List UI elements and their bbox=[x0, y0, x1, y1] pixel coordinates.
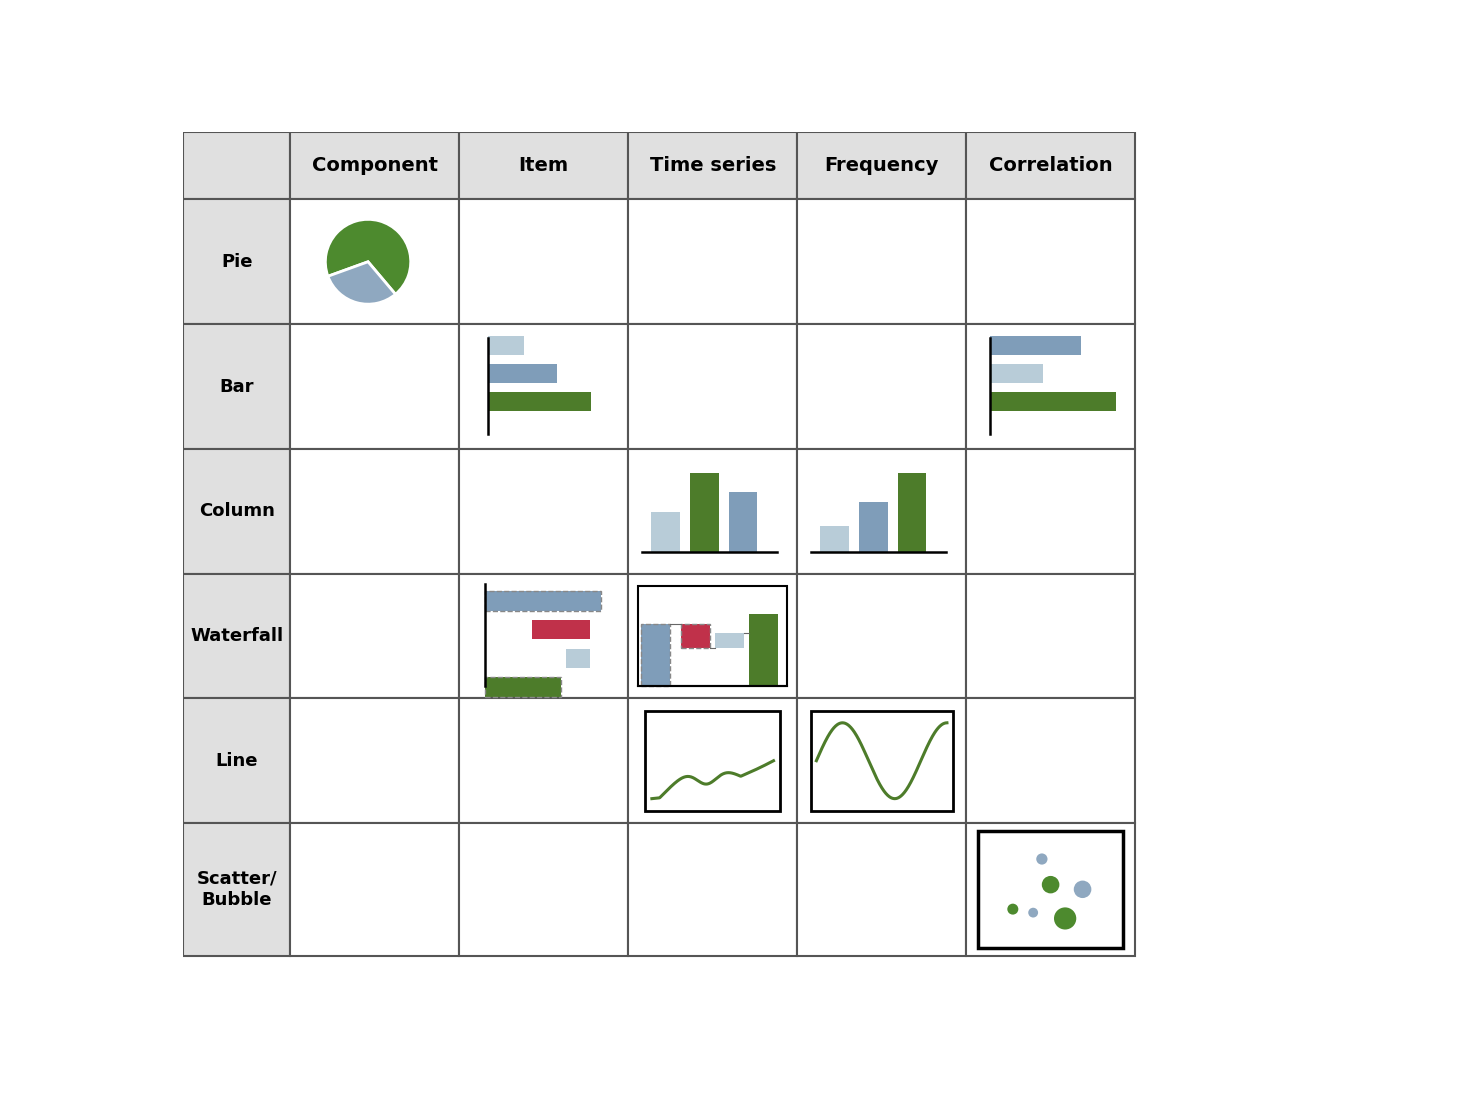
Bar bbox=[489, 364, 556, 383]
Bar bbox=[290, 823, 459, 955]
Bar bbox=[978, 832, 1124, 948]
Text: Correlation: Correlation bbox=[989, 156, 1112, 176]
Bar bbox=[858, 501, 888, 553]
Bar bbox=[967, 699, 1135, 823]
Bar bbox=[459, 699, 628, 823]
Circle shape bbox=[1008, 904, 1018, 915]
Text: Column: Column bbox=[200, 502, 274, 520]
Text: Bar: Bar bbox=[220, 377, 254, 396]
Text: Frequency: Frequency bbox=[824, 156, 939, 176]
Bar bbox=[566, 648, 590, 668]
Bar bbox=[645, 711, 780, 811]
Bar bbox=[628, 449, 797, 574]
Bar bbox=[459, 574, 628, 699]
Bar bbox=[290, 132, 459, 200]
Text: Pie: Pie bbox=[222, 252, 252, 271]
Bar bbox=[183, 324, 290, 449]
Bar bbox=[641, 623, 669, 686]
Text: Waterfall: Waterfall bbox=[191, 627, 283, 645]
Bar bbox=[967, 823, 1135, 955]
Bar bbox=[797, 324, 967, 449]
Bar bbox=[533, 620, 590, 640]
Circle shape bbox=[1053, 907, 1077, 929]
Bar bbox=[290, 200, 459, 324]
Text: Item: Item bbox=[519, 156, 569, 176]
Bar bbox=[990, 364, 1043, 383]
Wedge shape bbox=[329, 262, 396, 304]
Text: Component: Component bbox=[312, 156, 437, 176]
Bar bbox=[820, 527, 849, 553]
Text: Scatter/
Bubble: Scatter/ Bubble bbox=[197, 870, 277, 908]
Bar bbox=[628, 699, 797, 823]
Bar bbox=[290, 574, 459, 699]
Bar bbox=[489, 392, 591, 411]
Circle shape bbox=[1028, 907, 1039, 917]
Bar bbox=[898, 473, 927, 553]
Bar bbox=[797, 449, 967, 574]
Bar bbox=[183, 200, 290, 324]
Bar bbox=[682, 623, 710, 648]
Wedge shape bbox=[326, 219, 411, 294]
Bar bbox=[628, 200, 797, 324]
Bar bbox=[682, 623, 710, 648]
Bar bbox=[797, 200, 967, 324]
Bar bbox=[484, 678, 560, 697]
Bar bbox=[628, 324, 797, 449]
Bar bbox=[967, 324, 1135, 449]
Bar bbox=[484, 678, 560, 697]
Bar bbox=[628, 823, 797, 955]
Bar bbox=[459, 324, 628, 449]
Bar bbox=[689, 473, 719, 553]
Bar bbox=[459, 823, 628, 955]
Bar bbox=[183, 574, 290, 699]
Bar bbox=[459, 200, 628, 324]
Circle shape bbox=[1074, 881, 1091, 898]
Bar bbox=[290, 324, 459, 449]
Bar bbox=[967, 132, 1135, 200]
Bar bbox=[638, 586, 786, 686]
Bar bbox=[967, 449, 1135, 574]
Bar bbox=[290, 699, 459, 823]
Bar bbox=[967, 200, 1135, 324]
Bar bbox=[990, 392, 1116, 411]
Circle shape bbox=[1042, 875, 1059, 893]
Bar bbox=[183, 823, 290, 955]
Bar bbox=[797, 574, 967, 699]
Circle shape bbox=[1036, 853, 1047, 864]
Text: Time series: Time series bbox=[650, 156, 776, 176]
Bar bbox=[797, 823, 967, 955]
Bar bbox=[797, 132, 967, 200]
Bar bbox=[290, 449, 459, 574]
Bar bbox=[651, 511, 679, 553]
Bar bbox=[489, 336, 524, 355]
Bar bbox=[183, 699, 290, 823]
Bar bbox=[967, 574, 1135, 699]
Text: Line: Line bbox=[216, 751, 258, 770]
Bar bbox=[750, 613, 778, 686]
Bar bbox=[459, 132, 628, 200]
Bar bbox=[716, 633, 744, 648]
Bar bbox=[729, 493, 757, 553]
Bar bbox=[484, 591, 600, 611]
Bar bbox=[628, 574, 797, 699]
Bar bbox=[183, 132, 290, 200]
Bar bbox=[628, 132, 797, 200]
Bar bbox=[183, 449, 290, 574]
Bar bbox=[797, 699, 967, 823]
Bar bbox=[459, 449, 628, 574]
Bar bbox=[484, 591, 600, 611]
Bar bbox=[811, 711, 952, 811]
Bar bbox=[990, 336, 1081, 355]
Bar bbox=[641, 623, 669, 686]
